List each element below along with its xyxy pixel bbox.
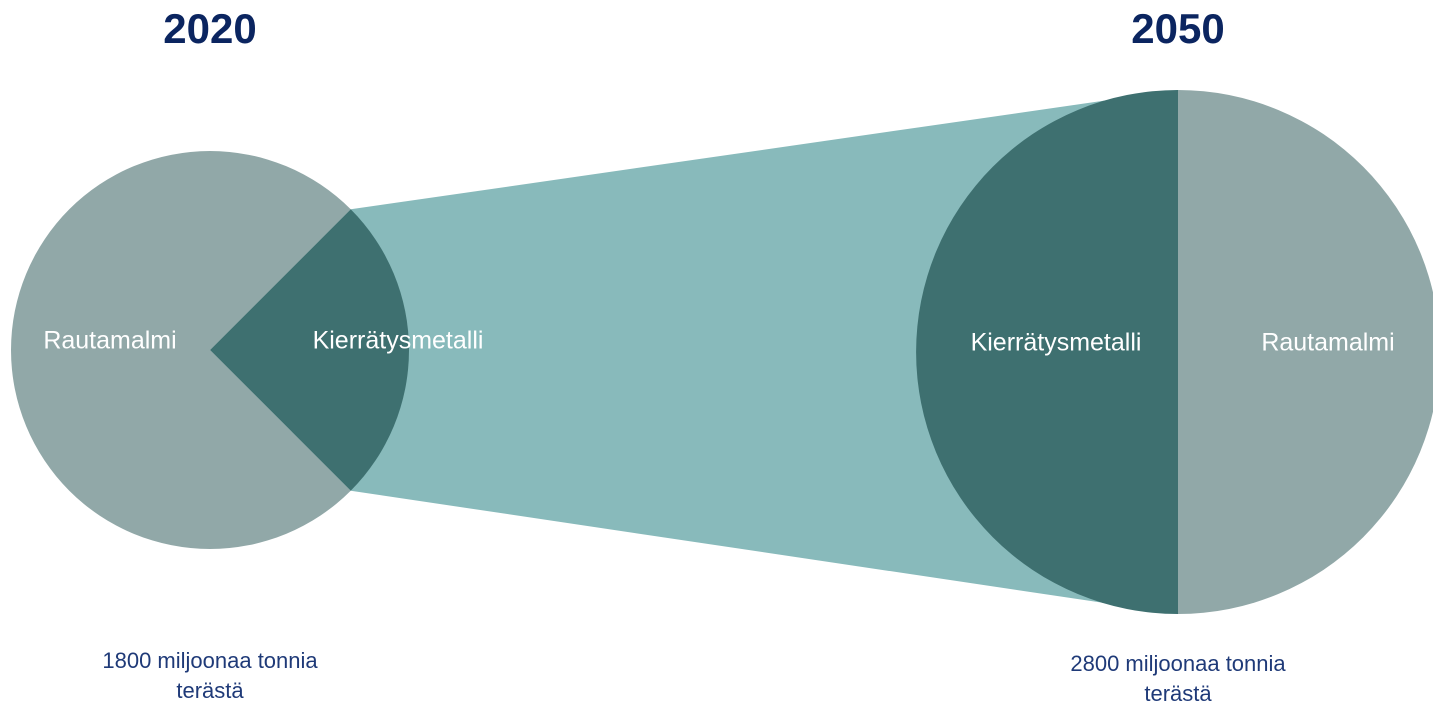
pie-slice — [1178, 90, 1433, 614]
pie-title: 2020 — [163, 5, 256, 52]
caption: 2800 miljoonaa tonnia — [1070, 651, 1286, 676]
pie-title: 2050 — [1131, 5, 1224, 52]
caption: 1800 miljoonaa tonnia — [102, 648, 318, 673]
pie-slice — [210, 209, 409, 491]
pie-slice — [11, 151, 351, 549]
slice-label: Rautamalmi — [1261, 329, 1394, 357]
slice-label: Rautamalmi — [43, 327, 176, 355]
slice-label: Kierrätysmetalli — [971, 329, 1142, 357]
slice-label: Kierrätysmetalli — [313, 327, 484, 355]
pie-layer: 2020 Rautamalmi Kierrätysmetalli 1800 miljo… — [11, 5, 1433, 706]
caption: terästä — [176, 678, 244, 703]
caption: terästä — [1144, 681, 1212, 706]
pie-slice — [916, 90, 1178, 614]
